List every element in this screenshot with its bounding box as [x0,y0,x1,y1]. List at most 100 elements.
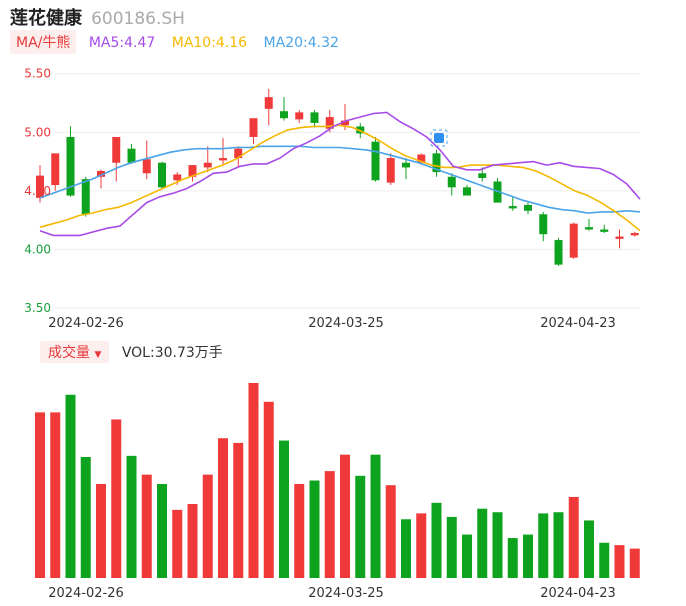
candle [432,149,441,177]
price-tick-label: 4.00 [24,242,51,256]
candle [203,146,212,173]
caret-down-icon: ▼ [94,350,102,360]
candle-body [219,158,227,161]
volume-bar [96,484,106,578]
candle-body [371,141,380,181]
candle-body [539,214,548,235]
candle [127,144,136,164]
date-axis-price: 2024-02-26 2024-03-25 2024-04-23 [48,316,616,331]
volume-bar [385,485,396,578]
candle-body [585,227,593,230]
candle [295,110,304,123]
volume-value: VOL:30.73万手 [121,345,223,361]
ma-indicator-button[interactable]: MA/牛熊 [10,30,77,54]
volume-bar [233,442,244,578]
volume-bar [263,401,274,578]
ma5-legend: MA5:4.47 [88,35,156,51]
volume-bar [416,513,427,578]
volume-bar [568,496,579,578]
candle-body [36,175,44,198]
candle [51,153,60,191]
candle [66,126,75,197]
volume-bar [309,480,320,578]
volume-bar [157,484,167,578]
date-tick-label: 2024-04-23 [540,316,616,331]
ma20-line [39,145,641,214]
candle-body [417,154,426,163]
volume-bar [50,412,61,578]
candle-body [554,240,563,265]
candle-body [280,111,288,119]
candle [554,237,563,266]
price-axis: 5.50 5.00 4.50 4.00 3.50 [24,67,51,315]
candle-body [630,233,639,236]
volume-legend: 成交量 ▼ VOL:30.73万手 [40,341,223,363]
volume-chip-label: 成交量 [48,345,90,361]
volume-bar [279,440,289,578]
candle [188,165,197,182]
volume-bar [446,516,457,578]
candle [600,224,609,234]
price-tick-label: 5.50 [24,67,51,81]
candle-body [234,148,243,159]
ma-lines [39,111,641,237]
candle [630,231,639,237]
volume-bar [370,454,381,578]
volume-bar [65,394,76,578]
volume-date-tick-label: 2024-04-23 [540,586,616,601]
volume-bar [477,508,488,578]
candle [615,229,624,249]
date-axis-volume: 2024-02-26 2024-03-25 2024-04-23 [48,586,616,601]
volume-bar [126,455,137,578]
candle-body [81,179,90,215]
volume-bar [401,519,411,578]
candle-body [402,162,410,168]
candle [402,158,410,180]
candle-body [386,158,395,183]
candle-body [264,97,273,109]
candle-body [432,153,441,173]
volume-indicator-button[interactable]: 成交量 ▼ [40,341,110,363]
candle [36,165,44,203]
volume-bar [35,412,45,578]
candle-body [158,162,166,188]
stock-code: 600186.SH [91,9,185,29]
date-tick-label: 2024-03-25 [308,316,384,331]
candle-body [203,162,212,168]
candle-body [524,204,532,211]
candle-body [51,153,60,185]
volume-bar [584,520,594,578]
volume-bar [324,471,335,578]
candle-body [249,118,258,137]
volume-bar [523,534,533,578]
price-tick-label: 5.00 [24,125,51,139]
candle-body [600,229,609,232]
candle-body [66,136,75,196]
candle [249,118,258,144]
candle [264,88,273,126]
candle-body [478,173,487,178]
volume-bar [355,475,366,578]
volume-bar [202,474,213,578]
volume-date-tick-label: 2024-03-25 [308,586,384,601]
candle-body [615,236,624,239]
candle-body [310,112,319,123]
candle [158,161,166,189]
candle [447,173,456,196]
candle [112,136,121,182]
candle-body [295,112,304,120]
candle [386,153,395,185]
volume-bar [172,509,183,578]
candle-body [188,165,197,177]
ma5-line [39,111,641,237]
date-tick-label: 2024-02-26 [48,316,124,331]
candle [142,140,151,180]
candle-body [173,174,182,181]
ma-legend: MA/牛熊 MA5:4.47 MA10:4.16 MA20:4.32 [10,30,351,54]
candle-body [112,136,121,163]
candle-body [463,187,471,196]
candle-body [341,120,349,126]
candle-body [142,159,151,174]
price-tick-label: 3.50 [24,301,51,315]
